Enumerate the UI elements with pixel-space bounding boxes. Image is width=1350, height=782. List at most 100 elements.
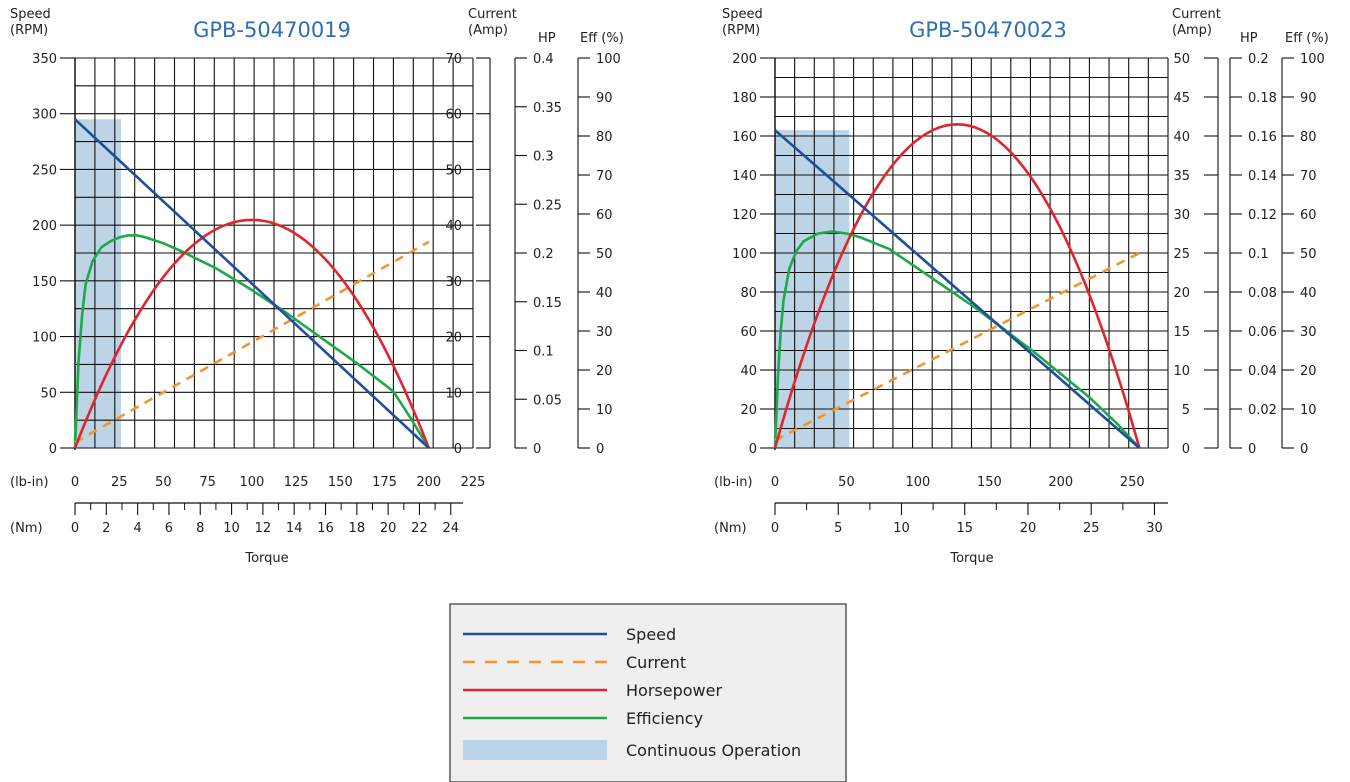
- axis-1-tick-label: 10: [445, 386, 462, 401]
- axis-2-tick-label: 0.2: [533, 247, 554, 262]
- axis-2-tick-label: 0: [533, 442, 541, 457]
- axis-1-tick-label: 30: [1173, 208, 1190, 223]
- x-lbin-tick-label: 150: [977, 475, 1002, 490]
- speed-tick-label: 100: [32, 331, 57, 346]
- axis-header-line2: (Amp): [468, 23, 508, 38]
- axis-2-tick-label: 0.08: [1248, 286, 1277, 301]
- axis-header: HP: [538, 31, 556, 46]
- axis-2-tick-label: 0.25: [533, 198, 562, 213]
- axis-1-tick-label: 20: [445, 331, 462, 346]
- axis-1-tick-label: 40: [445, 219, 462, 234]
- nm-tick-label: 24: [442, 521, 459, 536]
- chart-gpb-50470019: 05010015020025030035001020304050607000.0…: [10, 7, 624, 566]
- nm-tick-label: 2: [102, 521, 110, 536]
- chart-gpb-50470023: 0204060801001201401601802000510152025303…: [714, 7, 1329, 566]
- axis-header-line2: (RPM): [10, 23, 48, 38]
- axis-3-tick-label: 60: [596, 208, 613, 223]
- axis-1-tick-label: 20: [1173, 286, 1190, 301]
- x-lbin-tick-label: 75: [199, 475, 216, 490]
- axis-1-tick-label: 35: [1173, 169, 1190, 184]
- axis-3-tick-label: 0: [596, 442, 604, 457]
- axis-2-tick-label: 0.2: [1248, 52, 1269, 67]
- axis-1-tick-label: 25: [1173, 247, 1190, 262]
- chart-title: GPB-50470019: [193, 18, 351, 42]
- axis-2-tick-label: 0.3: [533, 150, 554, 165]
- x-axis-title: Torque: [949, 551, 993, 566]
- axis-1-tick-label: 10: [1173, 364, 1190, 379]
- legend-label-current: Current: [626, 653, 686, 672]
- series-current-line: [774, 251, 1140, 442]
- x-lbin-tick-label: 25: [111, 475, 128, 490]
- grid: [774, 57, 1169, 449]
- series-horsepower-line: [73, 218, 431, 449]
- series-speed-line: [774, 129, 1141, 449]
- legend-label-horsepower: Horsepower: [626, 681, 722, 700]
- series-current-line: [74, 240, 430, 444]
- axis-1-tick-label: 60: [445, 108, 462, 123]
- legend-label-efficiency: Efficiency: [626, 709, 703, 728]
- axis-3-tick-label: 10: [596, 403, 613, 418]
- axis-header-line1: Speed: [722, 7, 763, 22]
- axis-2-tick-label: 0.4: [533, 52, 554, 67]
- x-lbin-tick-label: 50: [838, 475, 855, 490]
- axis-3-tick-label: 90: [596, 91, 613, 106]
- chart-title: GPB-50470023: [909, 18, 1067, 42]
- axis-header-line1: Current: [468, 7, 517, 22]
- x-lbin-tick-label: 0: [771, 475, 779, 490]
- axis-1-tick-label: 15: [1173, 325, 1190, 340]
- axis-2-tick-label: 0.1: [533, 345, 554, 360]
- speed-tick-label: 40: [740, 364, 757, 379]
- nm-tick-label: 18: [349, 521, 366, 536]
- x-lbin-tick-label: 100: [905, 475, 930, 490]
- legend-label-speed: Speed: [626, 625, 676, 644]
- nm-tick-label: 30: [1146, 521, 1163, 536]
- axis-3-tick-label: 50: [1300, 247, 1317, 262]
- axis-1-tick-label: 40: [1173, 130, 1190, 145]
- axis-1-tick-label: 45: [1173, 91, 1190, 106]
- x-lbin-tick-label: 150: [328, 475, 353, 490]
- speed-tick-label: 100: [732, 247, 757, 262]
- axis-1-tick-label: 70: [445, 52, 462, 67]
- x-lbin-tick-label: 100: [239, 475, 264, 490]
- x-lbin-tick-label: 125: [284, 475, 309, 490]
- speed-tick-label: 50: [40, 386, 57, 401]
- axis-3-tick-label: 60: [1300, 208, 1317, 223]
- axis-2-tick-label: 0.12: [1248, 208, 1277, 223]
- x-axis-title: Torque: [244, 551, 288, 566]
- speed-tick-label: 350: [32, 52, 57, 67]
- axis-2-tick-label: 0.05: [533, 393, 562, 408]
- axis-3-tick-label: 20: [596, 364, 613, 379]
- axis-2-tick-label: 0.04: [1248, 364, 1277, 379]
- axis-2-tick-label: 0: [1248, 442, 1256, 457]
- nm-tick-label: 20: [380, 521, 397, 536]
- axis-2-tick-label: 0.1: [1248, 247, 1269, 262]
- axis-3-tick-label: 50: [596, 247, 613, 262]
- axis-3-tick-label: 10: [1300, 403, 1317, 418]
- axis-2-tick-label: 0.35: [533, 101, 562, 116]
- x-lbin-tick-label: 225: [461, 475, 486, 490]
- axis-header-line2: (Amp): [1172, 23, 1212, 38]
- legend: Speed Current Horsepower Efficiency Cont…: [449, 603, 847, 782]
- axis-header-line1: Current: [1172, 7, 1221, 22]
- nm-tick-label: 10: [893, 521, 910, 536]
- axis-3-tick-label: 70: [1300, 169, 1317, 184]
- continuous-operation-band: [75, 119, 121, 449]
- series-horsepower-line: [773, 123, 1141, 449]
- nm-tick-label: 25: [1083, 521, 1100, 536]
- x-unit-secondary: (Nm): [10, 521, 43, 536]
- axis-header: Eff (%): [580, 31, 624, 46]
- axis-1-tick-label: 30: [445, 275, 462, 290]
- axis-2-tick-label: 0.15: [533, 296, 562, 311]
- axis-3-tick-label: 80: [1300, 130, 1317, 145]
- speed-tick-label: 150: [32, 275, 57, 290]
- axis-3-tick-label: 0: [1300, 442, 1308, 457]
- axis-3-tick-label: 40: [1300, 286, 1317, 301]
- speed-tick-label: 140: [732, 169, 757, 184]
- speed-tick-label: 200: [32, 219, 57, 234]
- x-lbin-tick-label: 200: [1048, 475, 1073, 490]
- axis-2-tick-label: 0.02: [1248, 403, 1277, 418]
- axis-3-tick-label: 80: [596, 130, 613, 145]
- nm-tick-label: 4: [133, 521, 141, 536]
- x-lbin-tick-label: 200: [416, 475, 441, 490]
